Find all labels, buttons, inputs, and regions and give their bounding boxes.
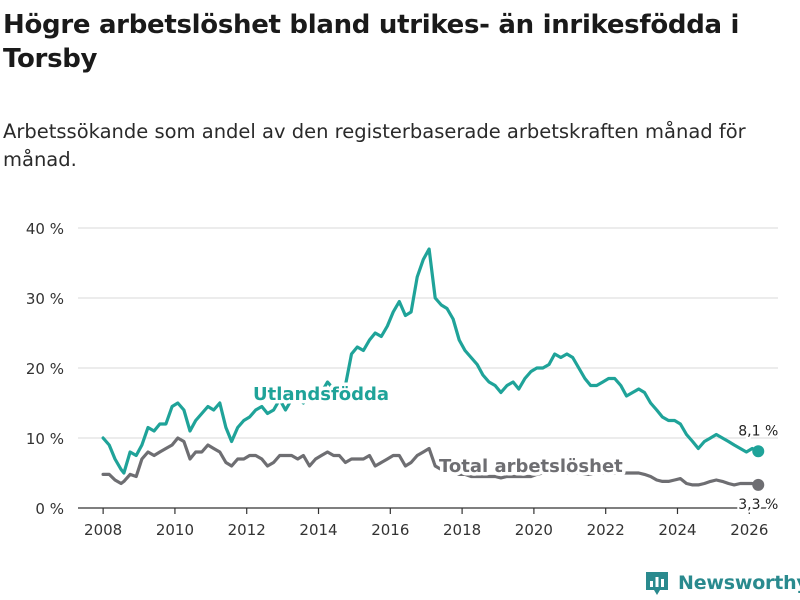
end-point-foreign	[752, 445, 765, 458]
chart-subtitle: Arbetssökande som andel av den registerb…	[3, 120, 746, 171]
x-tick-label: 2008	[84, 521, 122, 539]
y-tick-label: 30 %	[26, 290, 64, 308]
y-tick-label: 0 %	[35, 500, 64, 518]
bar-chart-logo-icon	[646, 572, 668, 595]
x-tick-label: 2014	[299, 521, 337, 539]
end-label-foreign-halo: 8,1 %	[738, 423, 778, 439]
x-tick-label: 2012	[228, 521, 266, 539]
gridlines	[78, 227, 778, 439]
x-tick-label: 2024	[658, 521, 696, 539]
end-label-total-halo: 3,3 %	[738, 497, 778, 513]
series-line-foreign	[101, 247, 760, 475]
newsworthy-brand[interactable]: Newsworthy	[644, 568, 800, 598]
end-point-total	[752, 478, 765, 491]
y-axis-tick-labels: 0 % 10 % 20 % 30 % 40 %	[26, 220, 64, 518]
series-label-total: Total arbetslöshet	[439, 456, 623, 477]
x-tick-label: 2020	[515, 521, 553, 539]
end-label-total: 3,3 %	[738, 497, 778, 513]
x-axis-ticks: 2008 2010 2012 2014 2016 2018 2020 2022 2024 2026	[84, 508, 768, 539]
end-label-foreign: 8,1 %	[738, 423, 778, 439]
series-line-total	[101, 436, 760, 487]
series-label-total-halo: Total arbetslöshet	[439, 456, 623, 477]
series-lines	[101, 247, 765, 491]
x-tick-label: 2022	[587, 521, 625, 539]
series-label-foreign-halo: Utlandsfödda	[253, 384, 389, 405]
brand-name: Newsworthy	[678, 572, 800, 594]
y-tick-label: 10 %	[26, 430, 64, 448]
x-tick-label: 2026	[730, 521, 768, 539]
series-label-foreign: Utlandsfödda	[253, 384, 389, 405]
x-tick-label: 2010	[156, 521, 194, 539]
x-tick-label: 2016	[371, 521, 409, 539]
x-tick-label: 2018	[443, 521, 481, 539]
y-tick-label: 40 %	[26, 220, 64, 238]
y-tick-label: 20 %	[26, 360, 64, 378]
chart-title: Högre arbetslöshet bland utrikes- än inr…	[3, 10, 740, 74]
